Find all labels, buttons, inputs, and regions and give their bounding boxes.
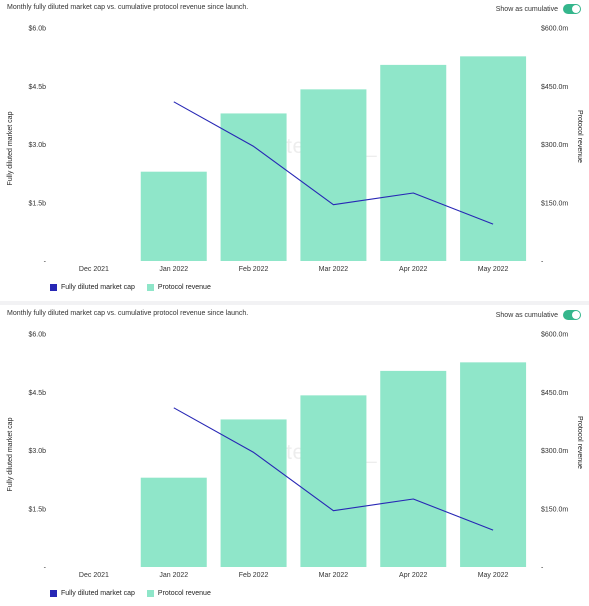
cumulative-toggle[interactable] xyxy=(563,310,581,320)
y-left-axis-title: Fully diluted market cap xyxy=(7,111,14,185)
chart-svg: token terminal_-$1.5b$3.0b$4.5b$6.0b-$15… xyxy=(7,332,583,580)
x-tick-label: Feb 2022 xyxy=(239,266,269,273)
cumulative-toggle-group: Show as cumulative xyxy=(496,310,581,320)
legend-item-protocol-revenue[interactable]: Protocol revenue xyxy=(146,590,211,597)
y-left-tick-label: $1.5b xyxy=(28,200,46,207)
legend: Fully diluted market cap Protocol revenu… xyxy=(50,284,211,291)
legend-label: Protocol revenue xyxy=(157,284,211,291)
chart-svg: token terminal_-$1.5b$3.0b$4.5b$6.0b-$15… xyxy=(7,26,583,274)
y-right-tick-label: $150.0m xyxy=(541,506,568,513)
y-left-tick-label: $4.5b xyxy=(28,84,46,91)
bar-protocol-revenue xyxy=(140,171,207,261)
y-left-tick-label: $3.0b xyxy=(28,448,46,455)
panel-divider xyxy=(0,301,589,305)
x-tick-label: Mar 2022 xyxy=(319,572,349,579)
cumulative-toggle[interactable] xyxy=(563,4,581,14)
legend-label: Fully diluted market cap xyxy=(61,590,135,597)
x-tick-label: Dec 2021 xyxy=(79,572,109,579)
line-fully-diluted-market-cap xyxy=(173,101,494,225)
legend-swatch-market-cap xyxy=(50,284,57,291)
bar-protocol-revenue xyxy=(460,56,527,262)
y-left-axis-title: Fully diluted market cap xyxy=(7,417,14,491)
bar-protocol-revenue xyxy=(380,64,447,262)
legend-swatch-protocol-revenue xyxy=(146,590,154,597)
legend-label: Protocol revenue xyxy=(157,590,211,597)
y-right-tick-label: $600.0m xyxy=(541,332,568,339)
legend: Fully diluted market cap Protocol revenu… xyxy=(50,590,211,597)
bar-protocol-revenue xyxy=(300,395,367,567)
x-tick-label: Dec 2021 xyxy=(79,266,109,273)
y-right-tick-label: - xyxy=(541,565,544,572)
x-tick-label: May 2022 xyxy=(478,266,509,273)
toggle-knob xyxy=(572,5,580,13)
x-tick-label: Mar 2022 xyxy=(319,266,349,273)
x-tick-label: Apr 2022 xyxy=(399,266,428,273)
cumulative-toggle-group: Show as cumulative xyxy=(496,4,581,14)
legend-swatch-market-cap xyxy=(50,590,57,597)
legend-item-market-cap[interactable]: Fully diluted market cap xyxy=(50,284,135,291)
x-tick-label: May 2022 xyxy=(478,572,509,579)
x-tick-label: Jan 2022 xyxy=(159,266,188,273)
legend-item-protocol-revenue[interactable]: Protocol revenue xyxy=(146,284,211,291)
y-right-tick-label: - xyxy=(541,259,544,266)
y-right-tick-label: $300.0m xyxy=(541,142,568,149)
chart-subtitle: Monthly fully diluted market cap vs. cum… xyxy=(7,4,249,11)
y-left-tick-label: $6.0b xyxy=(28,332,46,339)
legend-label: Fully diluted market cap xyxy=(61,284,135,291)
chart-panel-1: token terminal_-$1.5b$3.0b$4.5b$6.0b-$15… xyxy=(0,0,589,300)
bar-protocol-revenue xyxy=(300,89,367,262)
y-right-axis-title: Protocol revenue xyxy=(576,416,583,469)
y-left-tick-label: $4.5b xyxy=(28,390,46,397)
toggle-label: Show as cumulative xyxy=(495,311,558,319)
y-left-tick-label: $3.0b xyxy=(28,142,46,149)
y-left-tick-label: - xyxy=(44,565,47,572)
bar-protocol-revenue xyxy=(140,477,207,567)
x-tick-label: Apr 2022 xyxy=(399,572,428,579)
bar-protocol-revenue xyxy=(220,113,287,261)
y-left-tick-label: $1.5b xyxy=(28,506,46,513)
y-right-tick-label: $150.0m xyxy=(541,200,568,207)
x-tick-label: Jan 2022 xyxy=(159,572,188,579)
chart-subtitle: Monthly fully diluted market cap vs. cum… xyxy=(7,310,249,317)
line-fully-diluted-market-cap xyxy=(173,407,494,531)
toggle-label: Show as cumulative xyxy=(495,5,558,13)
legend-swatch-protocol-revenue xyxy=(146,284,154,291)
toggle-knob xyxy=(572,311,580,319)
y-right-tick-label: $300.0m xyxy=(541,448,568,455)
y-right-tick-label: $450.0m xyxy=(541,84,568,91)
bar-protocol-revenue xyxy=(380,370,447,567)
bar-protocol-revenue xyxy=(460,362,527,567)
bar-protocol-revenue xyxy=(220,419,287,567)
y-left-tick-label: - xyxy=(44,259,47,266)
legend-item-market-cap[interactable]: Fully diluted market cap xyxy=(50,590,135,597)
y-right-axis-title: Protocol revenue xyxy=(576,110,583,163)
chart-panel-2: token terminal_-$1.5b$3.0b$4.5b$6.0b-$15… xyxy=(0,306,589,606)
y-right-tick-label: $600.0m xyxy=(541,26,568,33)
y-right-tick-label: $450.0m xyxy=(541,390,568,397)
x-tick-label: Feb 2022 xyxy=(239,572,269,579)
y-left-tick-label: $6.0b xyxy=(28,26,46,33)
